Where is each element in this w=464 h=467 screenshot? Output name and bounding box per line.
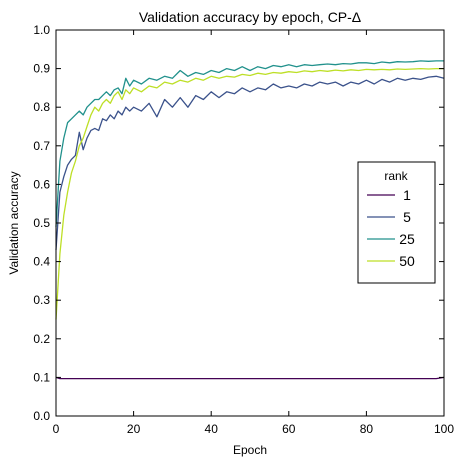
legend: rank 1 5 25 50	[357, 161, 436, 284]
legend-label-25: 25	[399, 231, 415, 247]
x-tick-label: 80	[360, 422, 374, 436]
y-tick-label: 0.3	[33, 293, 50, 307]
legend-label-1: 1	[403, 187, 411, 203]
x-tick-label: 20	[127, 422, 141, 436]
y-tick-label: 0.9	[33, 62, 50, 76]
y-tick-label: 0.5	[33, 216, 50, 230]
y-tick-label: 0.4	[33, 255, 50, 269]
y-axis-label: Validation accuracy	[7, 171, 21, 274]
x-axis-label: Epoch	[233, 443, 267, 457]
legend-label-5: 5	[403, 209, 411, 225]
chart-title: Validation accuracy by epoch, CP-Δ	[139, 9, 361, 25]
series-line-5	[55, 75, 445, 251]
series-line-50	[55, 67, 444, 320]
x-tick-label: 100	[434, 422, 454, 436]
x-tick-label: 60	[282, 422, 296, 436]
series-layer	[55, 60, 445, 380]
series-line-25	[55, 60, 444, 227]
ticks-layer: 0 20 40 60 80 100 0.0 0.1 0.2 0.3 0.4 0.5 0.6 0.7 0.8 0…	[33, 23, 454, 436]
y-tick-label: 0.8	[33, 100, 50, 114]
y-tick-label: 0.0	[33, 409, 50, 423]
y-tick-label: 0.6	[33, 177, 50, 191]
y-tick-label: 1.0	[33, 23, 50, 37]
legend-label-50: 50	[399, 253, 415, 269]
x-tick-label: 40	[205, 422, 219, 436]
series-line-1	[55, 376, 445, 380]
y-tick-label: 0.7	[33, 139, 50, 153]
x-tick-label: 0	[53, 422, 60, 436]
legend-box	[357, 161, 436, 284]
legend-title: rank	[384, 169, 408, 183]
y-tick-label: 0.2	[33, 332, 50, 346]
y-tick-label: 0.1	[33, 370, 50, 384]
